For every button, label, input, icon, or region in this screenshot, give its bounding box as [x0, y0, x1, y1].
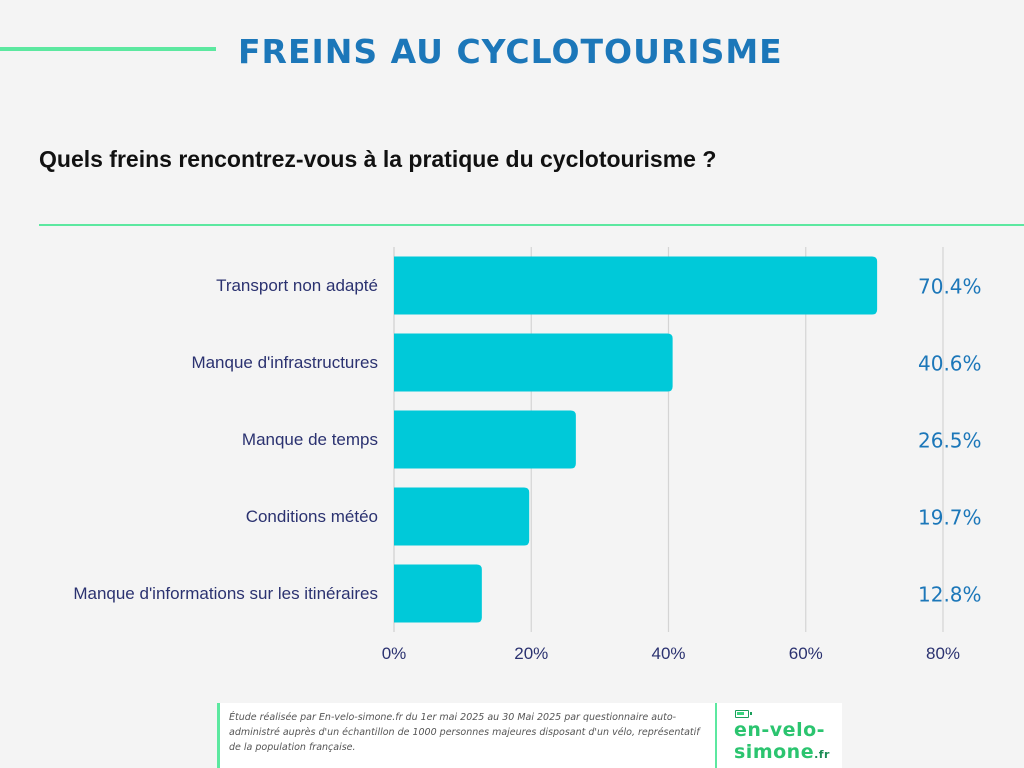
value-label: 19.7%	[918, 506, 982, 530]
x-tick-label: 60%	[789, 644, 823, 663]
value-label: 70.4%	[918, 275, 982, 299]
category-label: Conditions météo	[246, 507, 378, 526]
x-tick-label: 20%	[514, 644, 548, 663]
value-label: 40.6%	[918, 352, 982, 376]
bar	[394, 333, 673, 392]
x-tick-label: 80%	[926, 644, 960, 663]
bar	[394, 564, 482, 623]
logo-line2: simone.fr	[734, 742, 830, 765]
question-divider	[39, 224, 1024, 226]
category-label: Transport non adapté	[216, 276, 378, 295]
bar	[394, 256, 878, 315]
bar-chart: 0% 20% 40% 60% 80% Transport non adapté 70.4% M…	[73, 247, 982, 663]
category-label: Manque de temps	[242, 430, 378, 449]
x-tick-label: 0%	[382, 644, 407, 663]
top-accent-line	[0, 47, 216, 51]
bar	[394, 410, 576, 469]
value-label: 12.8%	[918, 583, 982, 607]
category-label: Manque d'informations sur les itinéraire…	[73, 584, 378, 603]
x-tick-label: 40%	[651, 644, 685, 663]
logo-name: simone	[734, 741, 815, 763]
survey-question: Quels freins rencontrez-vous à la pratiq…	[39, 146, 717, 172]
bar	[394, 487, 530, 546]
footer-accent-bar	[217, 703, 220, 768]
footer-source-note: Étude réalisée par En-velo-simone.fr du …	[229, 712, 700, 753]
logo-line1: en-velo-	[734, 719, 826, 741]
category-label: Manque d'infrastructures	[191, 353, 378, 372]
footer-divider	[715, 703, 717, 768]
page-title: FREINS AU CYCLOTOURISME	[238, 32, 783, 71]
logo-tld: .fr	[814, 748, 830, 761]
battery-icon	[735, 710, 752, 718]
brand-logo[interactable]: en-velo- simone.fr	[734, 707, 839, 767]
value-label: 26.5%	[918, 429, 982, 453]
